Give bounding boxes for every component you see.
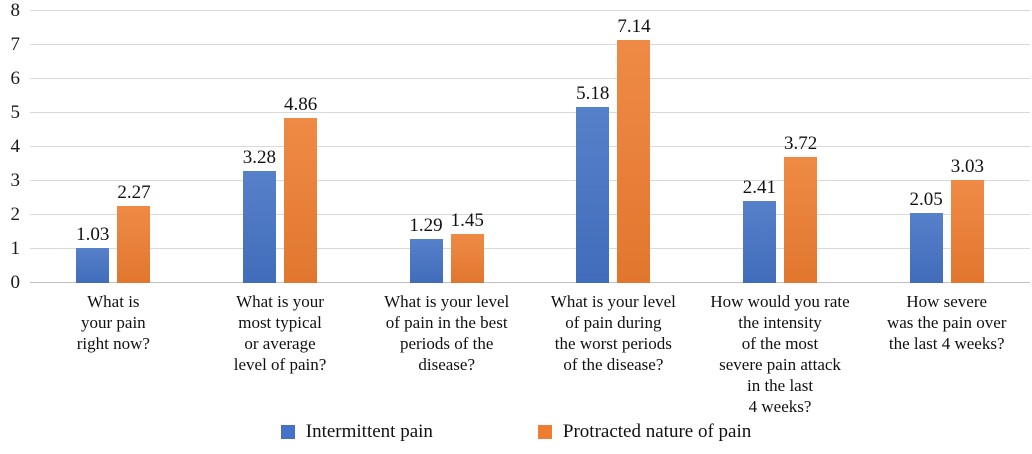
bar-with-label: 3.72 (784, 133, 817, 283)
plot-area: 1.03 2.27 3.28 4.86 1.29 1.45 5.18 7.14 2.41 3.72… (30, 10, 1030, 283)
bar-protracted-nature-of-pain (284, 117, 318, 283)
gridline (30, 112, 1030, 113)
legend: Intermittent pain Protracted nature of pa… (0, 420, 1032, 444)
bar-with-label: 2.05 (909, 189, 943, 283)
value-label: 2.27 (117, 181, 151, 203)
bar-protracted-nature-of-pain (450, 233, 484, 283)
value-label: 1.45 (450, 209, 484, 231)
category-label: How severe was the pain over the last 4 … (886, 292, 1007, 353)
x-axis-baseline (30, 282, 1030, 283)
bar-with-label: 3.28 (243, 147, 276, 283)
bar-intermittent-pain (576, 106, 610, 283)
bar-with-label: 2.27 (117, 181, 151, 283)
gridline (30, 146, 1030, 147)
bar-with-label: 5.18 (576, 83, 609, 283)
bar-intermittent-pain (76, 247, 110, 283)
x-axis-category-labels: What is your pain right now? What is your… (30, 291, 1030, 417)
bar-pair: 1.29 1.45 (409, 210, 484, 283)
bar-pair: 2.41 3.72 (743, 133, 817, 283)
value-label: 4.86 (284, 93, 318, 115)
bar-pair: 3.28 4.86 (243, 94, 317, 283)
bar-intermittent-pain (742, 201, 776, 283)
bar-groups: 1.03 2.27 3.28 4.86 1.29 1.45 5.18 7.14 2.41 3.72… (30, 11, 1030, 283)
bar-protracted-nature-of-pain (117, 205, 151, 283)
y-axis-tick-label: 1 (10, 238, 21, 259)
category-label: How would you rate the intensity of the … (710, 292, 850, 416)
bar-intermittent-pain (409, 239, 443, 283)
y-axis-tick-label: 3 (10, 170, 21, 191)
value-label: 3.28 (242, 147, 276, 169)
bar-group: 3.28 4.86 (197, 11, 364, 283)
y-axis-tick-label: 8 (10, 0, 21, 21)
y-axis: 0 1 2 3 4 5 6 7 8 (0, 0, 22, 293)
legend-label: Protracted nature of pain (562, 421, 752, 442)
value-label: 1.03 (76, 223, 110, 245)
bar-intermittent-pain (909, 213, 943, 283)
category-label: What is your level of pain in the best p… (384, 292, 510, 374)
bar-protracted-nature-of-pain (950, 179, 984, 283)
gridline (30, 248, 1030, 249)
bar-group: 5.18 7.14 (530, 11, 697, 283)
value-label: 5.18 (576, 82, 610, 104)
gridline (30, 214, 1030, 215)
bar-with-label: 1.45 (451, 210, 484, 283)
value-label: 2.41 (742, 177, 777, 199)
bar-group: 2.41 3.72 (697, 11, 864, 283)
value-label: 3.03 (950, 155, 984, 177)
bar-with-label: 3.03 (951, 156, 984, 283)
bar-group: 1.03 2.27 (30, 11, 197, 283)
category-label: What is your pain right now? (76, 292, 150, 353)
category-label: What is your level of pain during the wo… (550, 292, 676, 374)
bar-with-label: 1.03 (76, 224, 109, 283)
category-label: What is your most typical or average lev… (233, 292, 327, 374)
bar-pair: 5.18 7.14 (576, 16, 651, 283)
bar-group: 2.05 3.03 (863, 11, 1030, 283)
bar-with-label: 1.29 (409, 215, 443, 283)
bar-protracted-nature-of-pain (784, 156, 818, 283)
bar-group: 1.29 1.45 (363, 11, 530, 283)
gridline (30, 44, 1030, 45)
gridline (30, 180, 1030, 181)
value-label: 1.29 (409, 215, 443, 237)
legend-item-protracted-nature-of-pain: Protracted nature of pain (537, 420, 752, 444)
bar-intermittent-pain (242, 171, 276, 283)
gridline (30, 10, 1030, 11)
gridline (30, 78, 1030, 79)
bar-pair: 1.03 2.27 (76, 182, 151, 283)
bar-protracted-nature-of-pain (617, 40, 651, 283)
bar-with-label: 2.41 (743, 177, 776, 283)
bar-with-label: 4.86 (284, 94, 317, 283)
value-label: 7.14 (617, 16, 651, 38)
bar-pair: 2.05 3.03 (909, 156, 984, 283)
y-axis-tick-label: 5 (10, 102, 21, 123)
y-axis-tick-label: 7 (10, 34, 21, 55)
y-axis-tick-label: 2 (10, 204, 21, 225)
y-axis-tick-label: 6 (10, 68, 21, 89)
legend-swatch-icon (280, 425, 295, 439)
legend-label: Intermittent pain (305, 421, 433, 442)
legend-swatch-icon (537, 425, 552, 439)
y-axis-tick-label: 0 (10, 272, 21, 293)
legend-item-intermittent-pain: Intermittent pain (280, 420, 433, 444)
value-label: 2.05 (909, 189, 943, 211)
bar-with-label: 7.14 (617, 16, 651, 283)
y-axis-tick-label: 4 (10, 136, 21, 157)
value-label: 3.72 (784, 132, 818, 154)
